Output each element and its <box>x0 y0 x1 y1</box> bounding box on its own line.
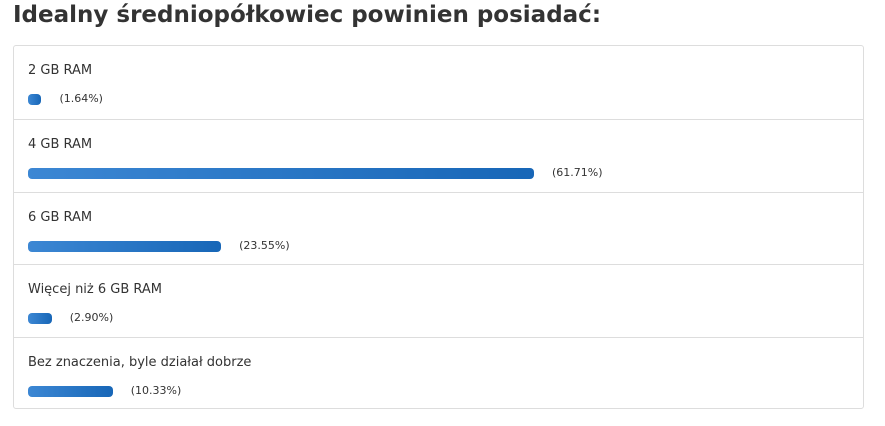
value-label: (2.90%) <box>69 311 114 325</box>
option-row: 6 GB RAM (23.55%) <box>14 191 863 265</box>
bar <box>28 240 222 252</box>
poll-title: Idealny średniopółkowiec powinien posiad… <box>13 2 602 28</box>
value-label: (23.55%) <box>239 238 290 252</box>
poll-results: 2 GB RAM (1.64%) 4 GB RAM (61.71%) 6 GB RAM (… <box>13 45 864 409</box>
option-label: 6 GB RAM <box>28 209 93 225</box>
option-label: Bez znaczenia, byle działał dobrze <box>28 355 252 371</box>
option-row: 4 GB RAM (61.71%) <box>14 118 863 192</box>
value-label: (10.33%) <box>130 384 182 398</box>
option-row: Bez znaczenia, byle działał dobrze (10.33… <box>14 337 863 410</box>
value-label: (1.64%) <box>59 92 103 105</box>
option-label: 2 GB RAM <box>28 63 93 78</box>
option-row: Więcej niż 6 GB RAM (2.90%) <box>14 264 863 337</box>
option-row: 2 GB RAM (1.64%) <box>14 46 863 119</box>
bar <box>28 313 52 325</box>
bar <box>28 167 535 179</box>
bar <box>28 94 42 105</box>
option-label: Więcej niż 6 GB RAM <box>28 282 163 298</box>
bar <box>28 386 113 398</box>
option-label: 4 GB RAM <box>28 136 93 152</box>
value-label: (61.71%) <box>552 165 603 179</box>
